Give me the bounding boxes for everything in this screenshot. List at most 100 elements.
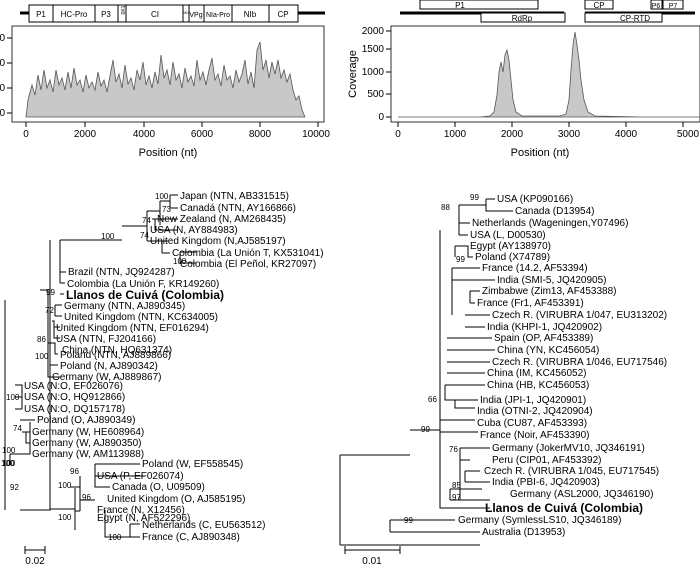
leaf-label: Germany (W, AJ889867) — [52, 372, 162, 383]
leaf-label: Poland (O, AJ890349) — [37, 415, 135, 426]
leaf-label: Canada (D13954) — [515, 206, 595, 217]
segment-cp: CP — [277, 10, 288, 19]
y-tick: 0 — [0, 33, 5, 44]
leaf-label: Spain (OP, AF453389) — [494, 333, 593, 344]
y-tick: 500 — [367, 89, 384, 100]
x-tick: 8000 — [249, 129, 272, 140]
bootstrap-value: 96 — [82, 493, 91, 502]
leaf-label: Canada (O, U09509) — [112, 482, 205, 493]
leaf-label: Germany (SymlessLS10, JQ346189) — [458, 515, 621, 526]
leaf-label: Netherlands (C, EU563512) — [142, 520, 265, 531]
leaf-label: Peru (CIP01, AF453392) — [492, 455, 602, 466]
bootstrap-value: 99 — [470, 193, 479, 202]
segment-6k1: 6K1 — [121, 5, 127, 14]
y-tick: 0 — [0, 58, 5, 69]
leaf-label: Germany (W, HE608964) — [32, 427, 144, 438]
leaf-label: China (HB, KC456053) — [487, 380, 589, 391]
x-tick: 1000 — [444, 129, 467, 140]
bootstrap-value: 100 — [2, 459, 16, 468]
leaf-label: Poland (N, AJ890342) — [60, 361, 158, 372]
y-axis-label: Coverage — [347, 50, 359, 98]
x-tick: 2000 — [501, 129, 524, 140]
segment-p1: P1 — [455, 1, 465, 10]
segment-cp: CP — [593, 1, 604, 10]
bootstrap-value: 100 — [155, 192, 169, 201]
scale-bar-label: 0.01 — [362, 556, 382, 565]
x-tick: 3000 — [558, 129, 581, 140]
leaf-label: USA (N, AY884983) — [150, 225, 238, 236]
bootstrap-value: 74 — [140, 231, 149, 240]
x-tick: 2000 — [74, 129, 97, 140]
x-axis-label: Position (nt) — [511, 147, 570, 159]
leaf-label: India (PBI-6, JQ420903) — [492, 477, 600, 488]
segment-p3: P3 — [101, 10, 111, 19]
bootstrap-value: 88 — [441, 203, 450, 212]
genome-map-left: P1 HC-Pro P3 6K1 CI 6K2 VPg NIa-Pro NIb … — [20, 4, 325, 23]
bootstrap-value: 74 — [13, 424, 22, 433]
leaf-label: Poland (NTN, AJ889866) — [60, 350, 171, 361]
segment-rdrp: RdRp — [512, 14, 533, 23]
leaf-label: France (Noir, AF453390) — [480, 430, 590, 441]
segment-p1: P1 — [36, 10, 46, 19]
leaf-label: France (N, X12456) — [97, 505, 185, 516]
leaf-label: France (Fr1, AF453391) — [477, 298, 584, 309]
leaf-label: Germany (NTN, AJ890345) — [64, 301, 185, 312]
leaf-label: Germany (W, AM113988) — [32, 449, 144, 460]
segment-p6: P6 — [652, 3, 661, 10]
leaf-label: New Zealand (N, AM268435) — [157, 214, 286, 225]
bootstrap-value: 100 — [6, 393, 20, 402]
bootstrap-value: 86 — [37, 335, 46, 344]
coverage-plot-left: 0 0 0 0 0 2000 4000 6000 8000 10000 Posi… — [0, 25, 330, 159]
leaf-label: Cuba (CU87, AF453393) — [477, 418, 587, 429]
leaf-label: Canadá (NTN, AY166866) — [180, 203, 296, 214]
x-tick: 4000 — [615, 129, 638, 140]
leaf-label: France (C, AJ890348) — [142, 532, 240, 543]
x-tick: 4000 — [133, 129, 156, 140]
leaf-label: France (14.2, AF53394) — [482, 263, 588, 274]
leaf-label: United Kingdom (O, AJ585195) — [107, 494, 245, 505]
y-tick: 2000 — [362, 26, 385, 37]
left-tree-labels: Japan (NTN, AB331515) Canadá (NTN, AY166… — [1, 191, 324, 565]
leaf-label-highlight: Llanos de Cuivá (Colombia) — [485, 501, 643, 515]
coverage-plot-right: 0 500 1000 1500 2000 Coverage 0 1000 200… — [347, 25, 700, 159]
leaf-label: India (OTNI-2, JQ420904) — [477, 406, 593, 417]
y-tick: 0 — [0, 83, 5, 94]
leaf-label: United Kingdom (N,AJ585197) — [150, 236, 286, 247]
segment-p7: P7 — [669, 3, 678, 10]
bootstrap-value: 100 — [101, 232, 115, 241]
leaf-label: India (JPI-1, JQ420901) — [480, 395, 586, 406]
segment-nib: NIb — [244, 10, 257, 19]
leaf-label: Germany (JokerMV10, JQ346191) — [492, 443, 645, 454]
leaf-label: Czech R. (VIRUBRA 1/045, EU717545) — [484, 466, 659, 477]
segment-vpg: VPg — [189, 12, 202, 19]
scale-bar-label: 0.02 — [25, 556, 45, 565]
leaf-label: China (YN, KC456054) — [497, 345, 599, 356]
leaf-label: Australia (D13953) — [482, 527, 565, 538]
bootstrap-value: 85 — [452, 481, 461, 490]
leaf-label: Colombia (La Unión F, KR149260) — [67, 279, 219, 290]
bootstrap-value: 66 — [428, 395, 437, 404]
bootstrap-value: 100 — [108, 533, 122, 542]
bootstrap-value: 97 — [452, 493, 461, 502]
leaf-label: India (KHPI-1, JQ420902) — [487, 322, 602, 333]
segment-6k2: 6K2 — [182, 10, 190, 15]
bootstrap-value: 96 — [70, 467, 79, 476]
x-tick: 0 — [23, 129, 29, 140]
x-tick: 6000 — [191, 129, 214, 140]
segment-cp-rtd: CP-RTD — [620, 14, 650, 23]
segment-hc-pro: HC-Pro — [61, 10, 88, 19]
leaf-label: India (SMI-5, JQ420905) — [497, 275, 607, 286]
x-tick: 5000 — [677, 129, 700, 140]
bootstrap-value: 99 — [456, 255, 465, 264]
leaf-label: Japan (NTN, AB331515) — [180, 191, 289, 202]
leaf-label: Colombia (La Unión T, KX531041) — [172, 248, 324, 259]
leaf-label: Poland (W, EF558545) — [142, 459, 243, 470]
bootstrap-value: 100 — [2, 446, 16, 455]
segment-nia-pro: NIa-Pro — [206, 12, 230, 19]
leaf-label: Egypt (N, AF522296) — [97, 513, 190, 524]
leaf-label: USA (P, EF026074) — [97, 471, 184, 482]
phylogenetic-tree-left — [4, 194, 196, 554]
y-tick: 1500 — [362, 44, 385, 55]
leaf-label: United Kingdom (NTN, KC634005) — [64, 312, 218, 323]
